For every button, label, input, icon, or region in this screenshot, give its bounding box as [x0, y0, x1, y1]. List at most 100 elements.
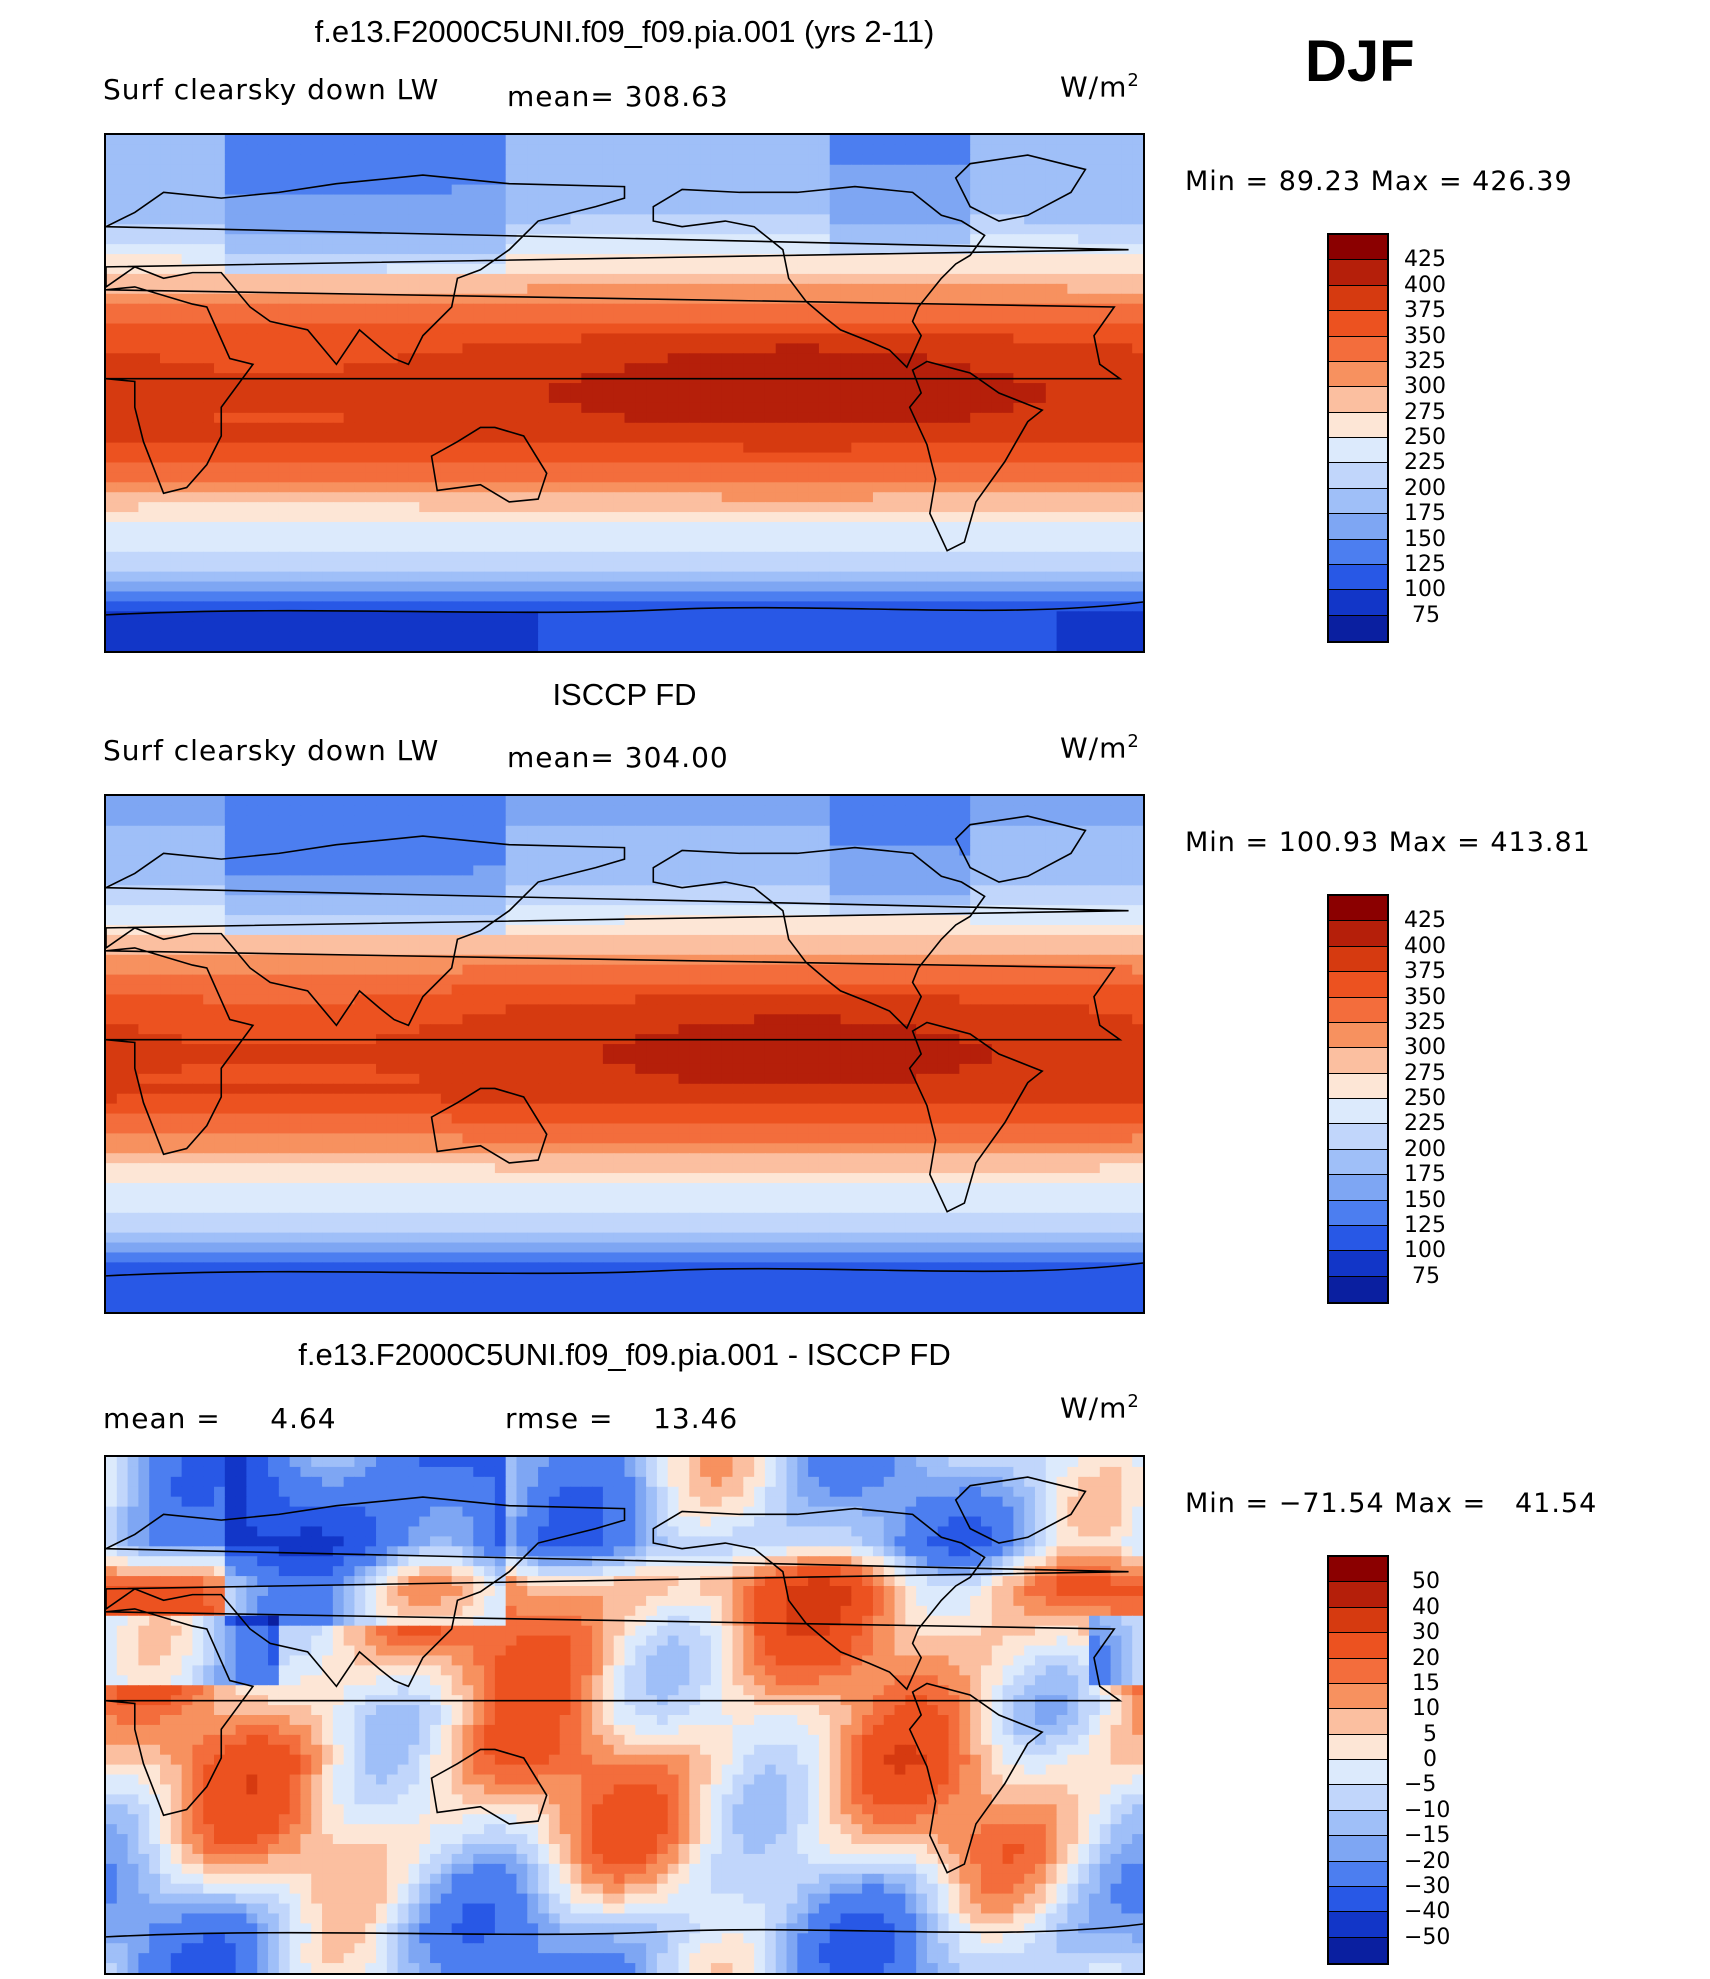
heatmap-cell [689, 472, 701, 483]
heatmap-cell [365, 273, 377, 285]
heatmap-cell [268, 472, 280, 483]
heatmap-cell [667, 383, 680, 394]
heatmap-cell [1045, 234, 1058, 245]
heatmap-cell [948, 402, 960, 414]
heatmap-cell [116, 591, 129, 602]
heatmap-cell [732, 631, 744, 642]
heatmap-cell [1121, 204, 1133, 215]
heatmap-cell [797, 164, 809, 176]
heatmap-cell [624, 462, 636, 473]
heatmap-cell [980, 363, 993, 374]
heatmap-cell [602, 353, 615, 364]
heatmap-cell [602, 135, 615, 146]
heatmap-cell [289, 422, 302, 434]
heatmap-cell [732, 214, 744, 225]
heatmap-cell [840, 135, 852, 146]
heatmap-cell [786, 204, 798, 215]
heatmap-cell [818, 531, 831, 543]
heatmap-cell [840, 591, 852, 602]
heatmap-cell [797, 393, 809, 404]
heatmap-cell [1110, 194, 1122, 206]
heatmap-cell [235, 204, 248, 215]
heatmap-cell [224, 601, 237, 612]
heatmap-cell [430, 194, 442, 206]
heatmap-cell [808, 522, 820, 533]
heatmap-cell [894, 561, 906, 573]
heatmap-cell [894, 412, 906, 424]
heatmap-cell [1024, 154, 1036, 166]
heatmap-cell [1045, 254, 1058, 265]
heatmap-cell [1024, 244, 1036, 255]
heatmap-cell [408, 432, 420, 444]
heatmap-cell [1002, 194, 1014, 206]
heatmap-cell [138, 462, 150, 473]
heatmap-cell [419, 164, 431, 176]
heatmap-cell [300, 601, 312, 612]
heatmap-cell [430, 422, 442, 434]
heatmap-cell [311, 164, 323, 176]
heatmap-cell [170, 522, 183, 533]
heatmap-cell [1110, 472, 1122, 483]
heatmap-cell [365, 492, 377, 503]
heatmap-cell [937, 154, 950, 166]
heatmap-cell [732, 393, 744, 404]
heatmap-cell [311, 303, 323, 315]
heatmap-cell [959, 621, 971, 632]
heatmap-cell [970, 492, 982, 503]
heatmap-cell [1067, 541, 1079, 553]
heatmap-cell [818, 313, 831, 325]
heatmap-cell [397, 551, 410, 563]
heatmap-cell [278, 204, 291, 215]
heatmap-cell [1056, 531, 1068, 543]
heatmap-cell [656, 333, 669, 344]
heatmap-cell [700, 383, 712, 394]
heatmap-cell [192, 135, 204, 146]
heatmap-cell [948, 234, 960, 245]
heatmap-cell [408, 412, 420, 424]
heatmap-cell [462, 631, 474, 642]
heatmap-cell [883, 313, 896, 325]
heatmap-cell [1078, 631, 1090, 642]
heatmap-cell [1034, 323, 1047, 335]
heatmap-cell [872, 412, 885, 424]
heatmap-cell [268, 363, 280, 374]
heatmap-cell [365, 432, 377, 444]
heatmap-cell [937, 214, 950, 225]
heatmap-cell [1110, 462, 1122, 473]
heatmap-cell [516, 144, 528, 156]
heatmap-cell [473, 452, 485, 464]
heatmap-cell [797, 283, 809, 295]
heatmap-cell [430, 492, 442, 503]
heatmap-cell [732, 482, 744, 493]
heatmap-cell [754, 333, 766, 344]
heatmap-cell [754, 561, 766, 573]
heatmap-cell [732, 293, 744, 305]
heatmap-cell [516, 363, 528, 374]
heatmap-cell [278, 502, 291, 513]
heatmap-cell [1056, 244, 1068, 255]
heatmap-cell [386, 214, 399, 225]
heatmap-cell [559, 194, 572, 206]
heatmap-cell [494, 214, 507, 225]
heatmap-cell [300, 303, 312, 315]
heatmap-cell [732, 204, 744, 215]
heatmap-cell [991, 164, 1004, 176]
heatmap-cell [365, 224, 377, 235]
heatmap-cell [203, 383, 215, 394]
heatmap-cell [408, 244, 420, 255]
heatmap-cell [764, 343, 777, 354]
heatmap-cell [743, 234, 755, 245]
heatmap-cell [235, 472, 248, 483]
heatmap-cell [462, 343, 474, 354]
heatmap-cell [214, 313, 226, 325]
heatmap-cell [991, 204, 1004, 215]
heatmap-cell [300, 571, 312, 583]
heatmap-cell [376, 502, 388, 513]
heatmap-cell [926, 135, 939, 146]
heatmap-cell [602, 323, 615, 335]
heatmap-cell [829, 234, 842, 245]
heatmap-cell [311, 512, 323, 523]
heatmap-cell [473, 293, 485, 305]
heatmap-cell [948, 492, 960, 503]
heatmap-cell [710, 412, 723, 424]
